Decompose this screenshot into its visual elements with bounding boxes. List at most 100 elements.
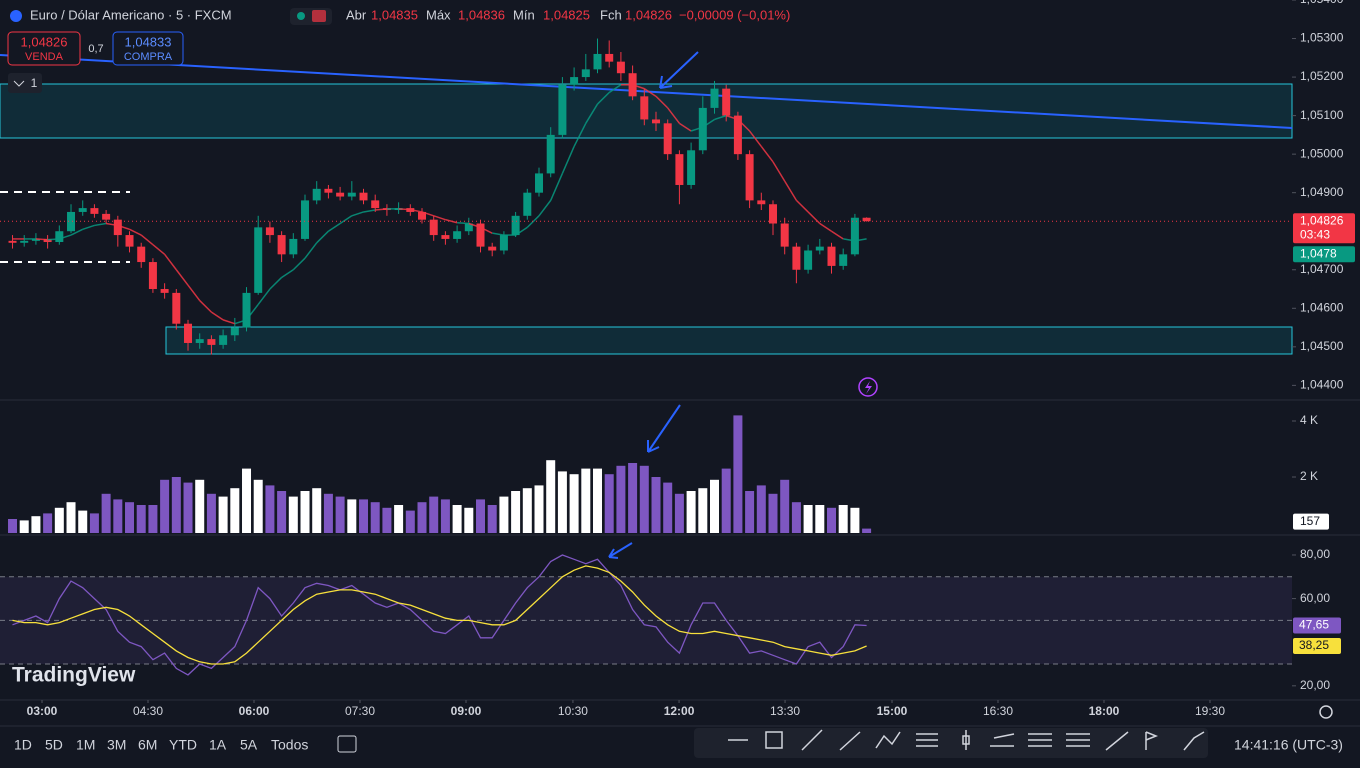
volume-bar — [171, 477, 181, 533]
candle-body — [839, 254, 848, 266]
range-button[interactable]: 5D — [45, 737, 63, 753]
moving-average — [643, 88, 657, 97]
x-tick-label: 07:30 — [345, 704, 375, 718]
y-tick-label: 2 K — [1300, 469, 1318, 483]
range-button[interactable]: YTD — [169, 737, 197, 753]
candle-body — [265, 227, 274, 236]
tool[interactable] — [1183, 731, 1205, 751]
tool[interactable] — [801, 729, 823, 751]
sell-button[interactable] — [7, 31, 81, 66]
buy-label[interactable]: COMPRA — [124, 51, 173, 63]
tool[interactable] — [839, 731, 861, 751]
volume-bar — [745, 491, 755, 533]
candle-body — [698, 107, 707, 151]
candle-body — [535, 173, 544, 193]
volume-bar — [569, 474, 579, 533]
volume-bar — [183, 482, 193, 533]
moving-average — [140, 234, 154, 246]
range-button[interactable]: 5A — [240, 737, 258, 753]
arrows — [608, 51, 699, 559]
y-tick-label: 80,00 — [1300, 547, 1330, 561]
volume-bar — [791, 502, 801, 533]
candle-body — [722, 88, 731, 116]
candle-body — [418, 211, 427, 220]
x-tick-label: 16:30 — [983, 704, 1013, 718]
date-range-icon[interactable] — [337, 735, 357, 753]
settings-icon[interactable] — [1319, 705, 1333, 719]
y-tick-label: 1,04700 — [1300, 262, 1344, 276]
moving-average — [585, 103, 599, 124]
zone[interactable] — [165, 326, 1293, 355]
volume-bar — [136, 505, 146, 533]
candle-body — [757, 200, 766, 205]
ohlc-label: Fch — [600, 7, 622, 22]
legend-toggle[interactable] — [8, 73, 42, 93]
logo: TradingView — [12, 664, 136, 687]
price-label-box — [1293, 213, 1355, 244]
volume-bar — [581, 468, 591, 533]
moving-average — [690, 126, 704, 132]
moving-average — [222, 319, 236, 325]
moving-average — [129, 228, 142, 236]
volume-bar — [698, 488, 708, 533]
candle-body — [850, 217, 859, 255]
price-label: 1,04826 — [1300, 213, 1344, 227]
moving-average — [175, 269, 189, 286]
candle-body — [827, 246, 836, 266]
candle-body — [125, 235, 134, 247]
tool[interactable] — [1105, 731, 1129, 751]
moving-average — [492, 232, 505, 236]
buy-button[interactable] — [112, 31, 184, 66]
arrow[interactable] — [659, 51, 699, 89]
tool[interactable] — [990, 733, 1015, 747]
volume-bar — [312, 488, 322, 533]
candle-body — [815, 246, 824, 251]
candle-body — [172, 292, 181, 324]
sell-label[interactable]: VENDA — [25, 51, 64, 63]
volume-bar — [335, 496, 345, 533]
candle-body — [511, 215, 520, 236]
tool[interactable] — [1028, 733, 1052, 747]
tool[interactable] — [875, 731, 901, 749]
sell-price[interactable]: 1,04826 — [21, 34, 68, 49]
rsi-label-box — [1293, 638, 1341, 655]
range-button[interactable]: 1M — [76, 737, 95, 753]
volume-bar — [838, 505, 848, 533]
volume-bar — [370, 502, 380, 533]
moving-average — [737, 118, 751, 132]
moving-average — [70, 228, 84, 236]
tool[interactable] — [1145, 731, 1159, 750]
arrow[interactable] — [647, 404, 681, 453]
tool[interactable] — [916, 733, 938, 747]
arrow[interactable] — [608, 542, 633, 559]
moving-average — [550, 173, 564, 201]
volume-bar — [89, 513, 99, 533]
candle-body — [90, 208, 99, 214]
moving-average — [398, 208, 411, 211]
volume-label: 157 — [1300, 514, 1320, 528]
alert-icon[interactable] — [858, 377, 878, 397]
range-button[interactable]: 6M — [138, 737, 157, 753]
moving-average — [795, 199, 809, 213]
range-button[interactable]: 1A — [209, 737, 227, 753]
tool[interactable] — [962, 730, 970, 750]
legend-count[interactable]: 1 — [31, 76, 38, 90]
moving-average — [807, 211, 821, 225]
range-button[interactable]: 1D — [14, 737, 32, 753]
trend-line[interactable] — [0, 54, 1293, 129]
candle-body — [160, 289, 169, 293]
ohlc-label: Mín — [513, 7, 535, 22]
tool[interactable] — [765, 731, 783, 749]
candle-body — [78, 208, 87, 212]
range-buttons: 1D 5D 1M 3M 6M YTD 1A 5A Todos — [14, 737, 308, 753]
moving-average — [59, 234, 72, 240]
buy-price[interactable]: 1,04833 — [125, 34, 172, 49]
volume-bar — [651, 477, 661, 533]
range-button[interactable]: 3M — [107, 737, 126, 753]
range-button[interactable]: Todos — [271, 737, 308, 753]
tool[interactable] — [1066, 733, 1090, 747]
volume-bar — [803, 505, 813, 533]
volume-bar — [66, 502, 76, 533]
candle-body — [8, 240, 17, 243]
